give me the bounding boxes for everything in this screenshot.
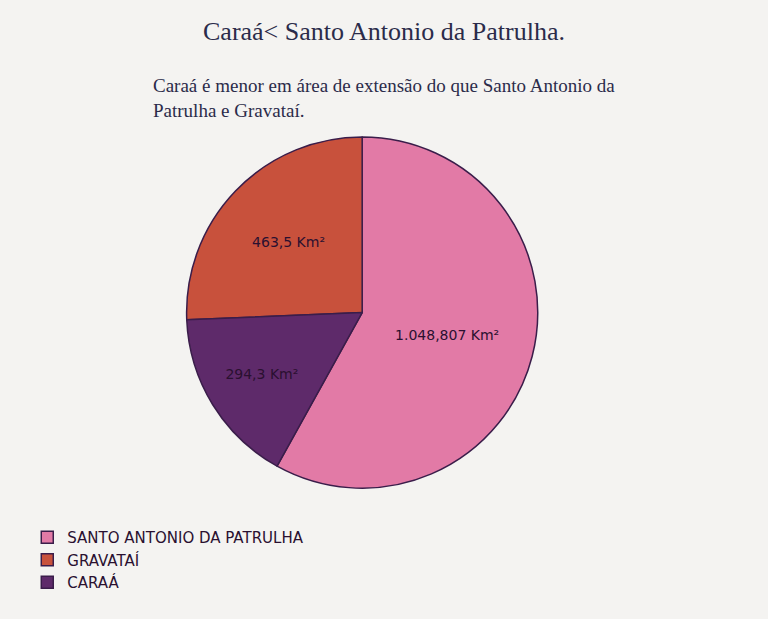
svg-text:CARAÁ: CARAÁ: [67, 573, 119, 592]
svg-text:463,5 Km²: 463,5 Km²: [252, 234, 325, 250]
svg-text:SANTO ANTONIO DA PATRULHA: SANTO ANTONIO DA PATRULHA: [67, 529, 303, 547]
svg-text:294,3 Km²: 294,3 Km²: [225, 366, 298, 382]
svg-text:GRAVATAÍ: GRAVATAÍ: [67, 551, 139, 570]
svg-text:Caraá é menor em área de exten: Caraá é menor em área de extensão do que…: [153, 75, 615, 121]
svg-text:Caraá< Santo Antonio da Patrul: Caraá< Santo Antonio da Patrulha.: [203, 17, 565, 46]
svg-text:1.048,807 Km²: 1.048,807 Km²: [395, 327, 499, 343]
